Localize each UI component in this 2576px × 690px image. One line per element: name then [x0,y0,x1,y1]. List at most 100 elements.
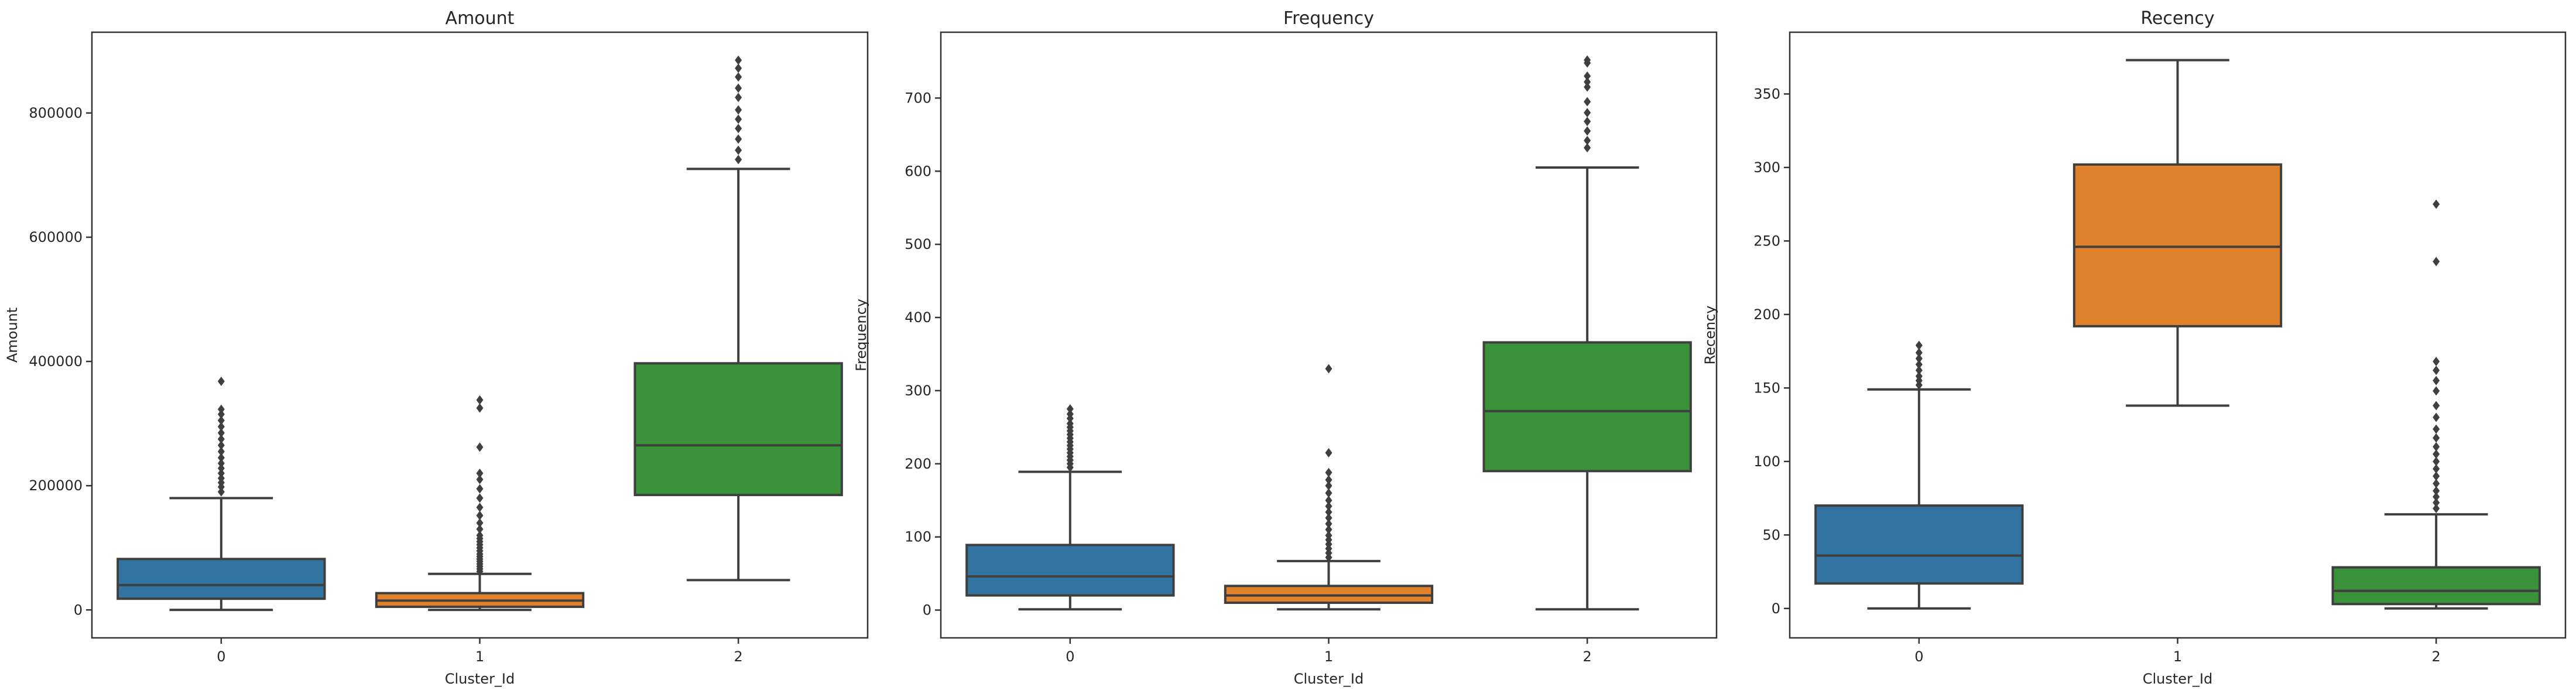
outlier-point [217,434,225,444]
outlier-point [2433,486,2440,496]
outlier-point [217,440,225,450]
outlier-point [476,524,484,534]
panel-frequency: Frequency 0 100 200 300 400 500 600 700 0 1 2 Cluste… [853,8,1718,687]
outlier-point [2433,424,2440,434]
outlier-point [1915,366,1923,375]
outlier-point [217,404,225,414]
x-axis-label: Cluster_Id [1294,671,1364,687]
outlier-point [1584,117,1591,127]
outlier-point [1915,360,1923,370]
x-tick-label: 1 [1324,648,1333,665]
outlier-point [476,531,484,541]
outlier-point [735,145,742,155]
y-tick-label: 200000 [29,477,83,494]
x-axis-label: Cluster_Id [2143,671,2213,687]
outlier-point [2433,456,2440,466]
y-axis-label: Recency [1702,306,1718,365]
outlier-point [735,155,742,165]
x-tick-label: 0 [1066,648,1074,665]
iqr-box [965,544,1175,597]
outlier-point [1584,77,1591,87]
y-tick-label: 300 [1753,159,1780,176]
outlier-point [1066,404,1074,414]
outlier-point [1915,354,1923,364]
outlier-point [1325,481,1332,491]
y-tick-label: 0 [74,602,83,618]
outlier-point [217,377,225,387]
outlier-point [2433,257,2440,267]
y-tick-label: 150 [1753,380,1780,396]
outlier-point [1066,409,1074,419]
panel-title: Recency [2140,8,2214,29]
x-tick-label: 1 [475,648,484,665]
iqr-box [1814,504,2024,585]
box-cluster-0 [965,404,1175,611]
outlier-point [735,83,742,93]
outlier-point [1584,55,1591,65]
panel-recency: Recency 0 50 100 150 200 250 300 350 0 1 2 Cluster_I… [1702,8,2567,687]
outlier-point [2433,357,2440,367]
outlier-point [735,55,742,65]
box-cluster-2 [1482,55,1692,611]
panel-title: Frequency [1283,8,1374,29]
outlier-point [1584,108,1591,118]
outlier-point [217,473,225,483]
panel-title: Amount [446,8,515,29]
outlier-point [476,511,484,521]
outlier-point [2433,401,2440,411]
outlier-point [476,403,484,413]
outlier-point [735,93,742,103]
outlier-point [217,409,225,419]
outlier-point [217,415,225,425]
box-cluster-0 [117,377,326,612]
x-tick-label: 2 [1583,648,1592,665]
y-tick-label: 50 [1762,527,1780,543]
y-axis-label: Amount [4,308,20,363]
outlier-point [217,422,225,432]
outlier-point [1584,126,1591,136]
y-tick-label: 200 [1753,306,1780,323]
outlier-point [1325,519,1332,529]
y-tick-label: 100 [905,529,931,545]
outlier-point [1325,448,1332,458]
outlier-point [476,503,484,513]
outlier-point [1325,531,1332,541]
iqr-box [2073,163,2283,327]
outlier-point [1325,364,1332,374]
outlier-point [1325,513,1332,523]
iqr-box [117,558,326,600]
y-tick-label: 600000 [29,229,83,245]
y-tick-label: 400 [905,309,931,326]
box-cluster-1 [2073,59,2283,407]
outlier-point [2433,433,2440,443]
outlier-point [1584,82,1591,92]
outlier-point [217,487,225,497]
y-tick-label: 0 [1772,600,1780,617]
outlier-point [476,442,484,452]
x-tick-label: 1 [2173,648,2182,665]
outlier-point [476,395,484,405]
y-tick-label: 700 [905,90,931,106]
x-tick-label: 2 [734,648,743,665]
outlier-point [2433,498,2440,508]
outlier-point [476,474,484,484]
y-axis-label: Frequency [853,299,869,371]
outlier-point [1915,348,1923,358]
outlier-point [1325,525,1332,535]
outlier-point [2433,504,2440,514]
outlier-point [1915,340,1923,350]
y-tick-label: 250 [1753,233,1780,249]
outlier-point [1584,97,1591,107]
x-tick-label: 0 [217,648,225,665]
outlier-point [735,105,742,115]
outlier-point [2433,386,2440,396]
y-tick-label: 300 [905,382,931,399]
x-axis-label: Cluster_Id [445,671,515,687]
outlier-point [1066,419,1074,429]
outlier-point [735,134,742,144]
outlier-point [2433,492,2440,502]
outlier-point [1584,143,1591,153]
outlier-point [217,446,225,456]
y-tick-label: 350 [1753,86,1780,102]
outlier-point [1325,501,1332,511]
